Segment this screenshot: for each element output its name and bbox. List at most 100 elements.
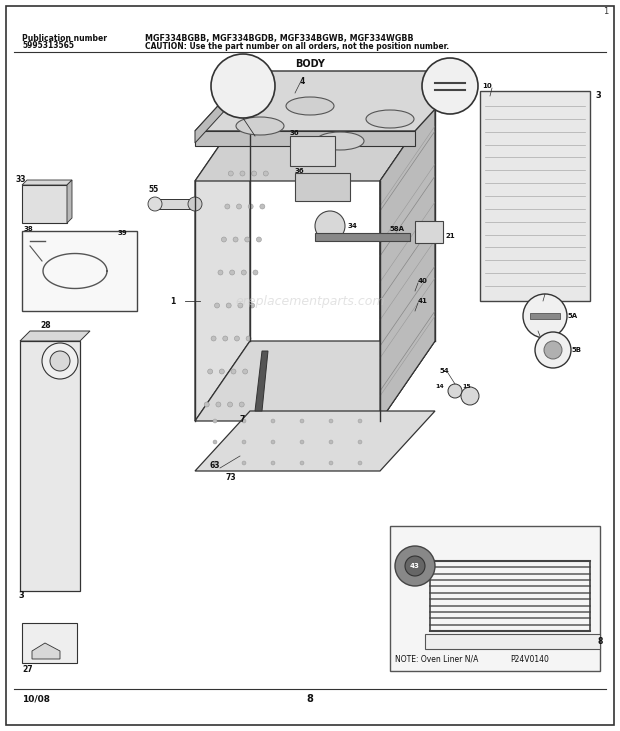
Circle shape <box>148 197 162 211</box>
Circle shape <box>329 419 333 423</box>
Ellipse shape <box>236 117 284 135</box>
Circle shape <box>242 440 246 444</box>
Circle shape <box>238 303 243 308</box>
Text: 3: 3 <box>595 91 601 100</box>
Circle shape <box>218 270 223 275</box>
Text: 1: 1 <box>603 7 608 16</box>
Polygon shape <box>22 180 72 185</box>
Text: 36: 36 <box>290 130 299 136</box>
Text: 10/08: 10/08 <box>22 694 50 703</box>
Circle shape <box>215 303 219 308</box>
Circle shape <box>358 440 362 444</box>
Ellipse shape <box>366 110 414 128</box>
Circle shape <box>240 171 245 176</box>
Circle shape <box>246 336 251 341</box>
Text: CAUTION: Use the part number on all orders, not the position number.: CAUTION: Use the part number on all orde… <box>145 42 449 51</box>
Polygon shape <box>67 180 72 223</box>
Circle shape <box>271 440 275 444</box>
Text: 1: 1 <box>170 297 175 306</box>
Bar <box>480 91 590 301</box>
Text: 8: 8 <box>306 694 314 704</box>
Circle shape <box>213 419 217 423</box>
Circle shape <box>257 237 262 242</box>
Text: 34: 34 <box>348 223 358 229</box>
Polygon shape <box>315 233 410 241</box>
Text: 40: 40 <box>418 278 428 284</box>
Text: 39: 39 <box>118 230 128 236</box>
Text: P24V0140: P24V0140 <box>510 654 549 664</box>
Circle shape <box>448 384 462 398</box>
Circle shape <box>213 461 217 465</box>
Bar <box>295 173 350 201</box>
Text: 5A: 5A <box>568 313 578 319</box>
Circle shape <box>239 402 244 407</box>
Circle shape <box>264 171 268 176</box>
Circle shape <box>535 332 571 368</box>
Circle shape <box>252 171 257 176</box>
Polygon shape <box>32 643 60 659</box>
Circle shape <box>405 556 425 576</box>
Polygon shape <box>195 71 470 131</box>
Polygon shape <box>195 71 250 143</box>
Circle shape <box>422 58 478 114</box>
Text: 54: 54 <box>440 368 450 374</box>
Polygon shape <box>195 101 435 181</box>
Text: 55: 55 <box>148 184 158 194</box>
Circle shape <box>219 369 224 374</box>
Polygon shape <box>20 331 90 341</box>
Polygon shape <box>195 341 435 421</box>
Circle shape <box>208 369 213 374</box>
Text: 58A: 58A <box>390 226 405 232</box>
Polygon shape <box>195 411 435 471</box>
Polygon shape <box>530 313 560 319</box>
Text: 73: 73 <box>225 474 236 482</box>
Circle shape <box>245 237 250 242</box>
Polygon shape <box>195 131 415 146</box>
Polygon shape <box>380 101 435 421</box>
Circle shape <box>395 546 435 586</box>
Bar <box>390 526 600 671</box>
Circle shape <box>248 204 253 209</box>
Circle shape <box>213 440 217 444</box>
Bar <box>22 185 67 223</box>
Circle shape <box>188 197 202 211</box>
Ellipse shape <box>316 132 364 150</box>
Circle shape <box>329 461 333 465</box>
Text: 5995313565: 5995313565 <box>22 41 74 50</box>
Text: 30A: 30A <box>234 81 252 91</box>
Text: 30: 30 <box>445 81 456 91</box>
Text: 43: 43 <box>410 563 420 569</box>
Text: 5B: 5B <box>572 347 582 353</box>
Text: 3: 3 <box>18 591 24 600</box>
Circle shape <box>523 294 567 338</box>
Text: 41: 41 <box>418 298 428 304</box>
Circle shape <box>204 402 209 407</box>
Circle shape <box>242 419 246 423</box>
Text: 8: 8 <box>598 637 603 645</box>
Text: Publication number: Publication number <box>22 34 107 43</box>
Bar <box>290 136 335 166</box>
Text: 15: 15 <box>462 384 471 388</box>
Circle shape <box>225 204 230 209</box>
Circle shape <box>315 211 345 241</box>
Circle shape <box>249 303 255 308</box>
Polygon shape <box>155 199 195 209</box>
Text: 38: 38 <box>24 226 33 232</box>
Circle shape <box>241 270 246 275</box>
Text: 14: 14 <box>435 384 444 388</box>
Circle shape <box>300 440 304 444</box>
Circle shape <box>329 440 333 444</box>
Circle shape <box>211 54 275 118</box>
Bar <box>22 623 77 663</box>
Circle shape <box>358 461 362 465</box>
Text: 4: 4 <box>300 77 305 86</box>
Text: 21: 21 <box>445 233 454 239</box>
Text: BODY: BODY <box>295 59 325 69</box>
Text: 28: 28 <box>40 322 51 330</box>
Circle shape <box>226 303 231 308</box>
Text: NOTE: Oven Liner N/A: NOTE: Oven Liner N/A <box>395 654 479 664</box>
Circle shape <box>42 343 78 379</box>
Circle shape <box>221 237 226 242</box>
Circle shape <box>229 270 234 275</box>
Circle shape <box>236 204 242 209</box>
